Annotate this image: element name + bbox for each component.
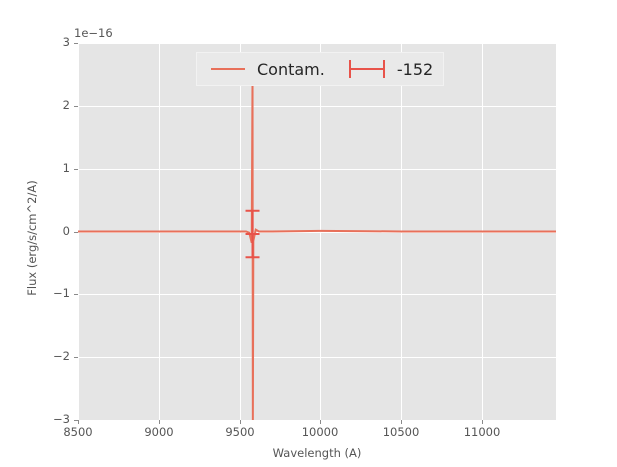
x-tick-label: 11000	[463, 425, 501, 439]
legend-entry-line: Contam.	[197, 53, 325, 85]
y-tick-mark	[74, 169, 78, 170]
data-layer	[78, 43, 556, 420]
x-tick-mark	[320, 420, 321, 424]
series-errorbar-target	[245, 209, 260, 259]
legend-errorbar-swatch-icon	[348, 60, 385, 78]
x-tick-mark	[78, 420, 79, 424]
y-tick-label: 3	[62, 35, 70, 49]
legend-label-target: -152	[396, 59, 434, 79]
gridline-horizontal	[78, 106, 556, 107]
gridline-horizontal	[78, 357, 556, 358]
gridline-horizontal	[78, 169, 556, 170]
y-tick-label: 0	[62, 224, 70, 238]
plot-axes-area	[78, 43, 556, 421]
y-tick-mark	[74, 43, 78, 44]
gridline-horizontal	[78, 294, 556, 295]
gridline-horizontal	[78, 43, 556, 44]
y-axis-offset-text: 1e−16	[74, 26, 113, 40]
y-tick-mark	[74, 106, 78, 107]
gridline-horizontal	[78, 232, 556, 233]
series-line-contam	[78, 77, 556, 420]
gridline-horizontal	[78, 420, 556, 421]
x-tick-label: 9500	[225, 425, 255, 439]
y-tick-label: −3	[53, 412, 70, 426]
x-tick-mark	[482, 420, 483, 424]
y-tick-mark	[74, 294, 78, 295]
y-tick-label: −1	[53, 286, 70, 300]
x-tick-label: 8500	[63, 425, 93, 439]
x-tick-label: 10500	[382, 425, 420, 439]
y-tick-mark	[74, 357, 78, 358]
legend-entry-errorbar: -152	[325, 53, 433, 85]
x-tick-label: 9000	[144, 425, 174, 439]
y-tick-label: 2	[62, 98, 70, 112]
y-tick-label: 1	[62, 161, 70, 175]
x-tick-label: 10000	[301, 425, 339, 439]
x-axis-label: Wavelength (A)	[272, 446, 362, 460]
x-tick-mark	[401, 420, 402, 424]
y-axis-label: Flux (erg/s/cm^2/A)	[25, 180, 39, 296]
series-svg	[78, 77, 556, 420]
chart-legend: Contam. -152	[196, 52, 444, 86]
legend-label-contam: Contam.	[257, 59, 325, 79]
y-tick-mark	[74, 232, 78, 233]
x-tick-mark	[240, 420, 241, 424]
y-tick-label: −2	[53, 349, 70, 363]
y-tick-mark	[74, 420, 78, 421]
legend-line-swatch-icon	[211, 68, 245, 70]
x-tick-mark	[159, 420, 160, 424]
